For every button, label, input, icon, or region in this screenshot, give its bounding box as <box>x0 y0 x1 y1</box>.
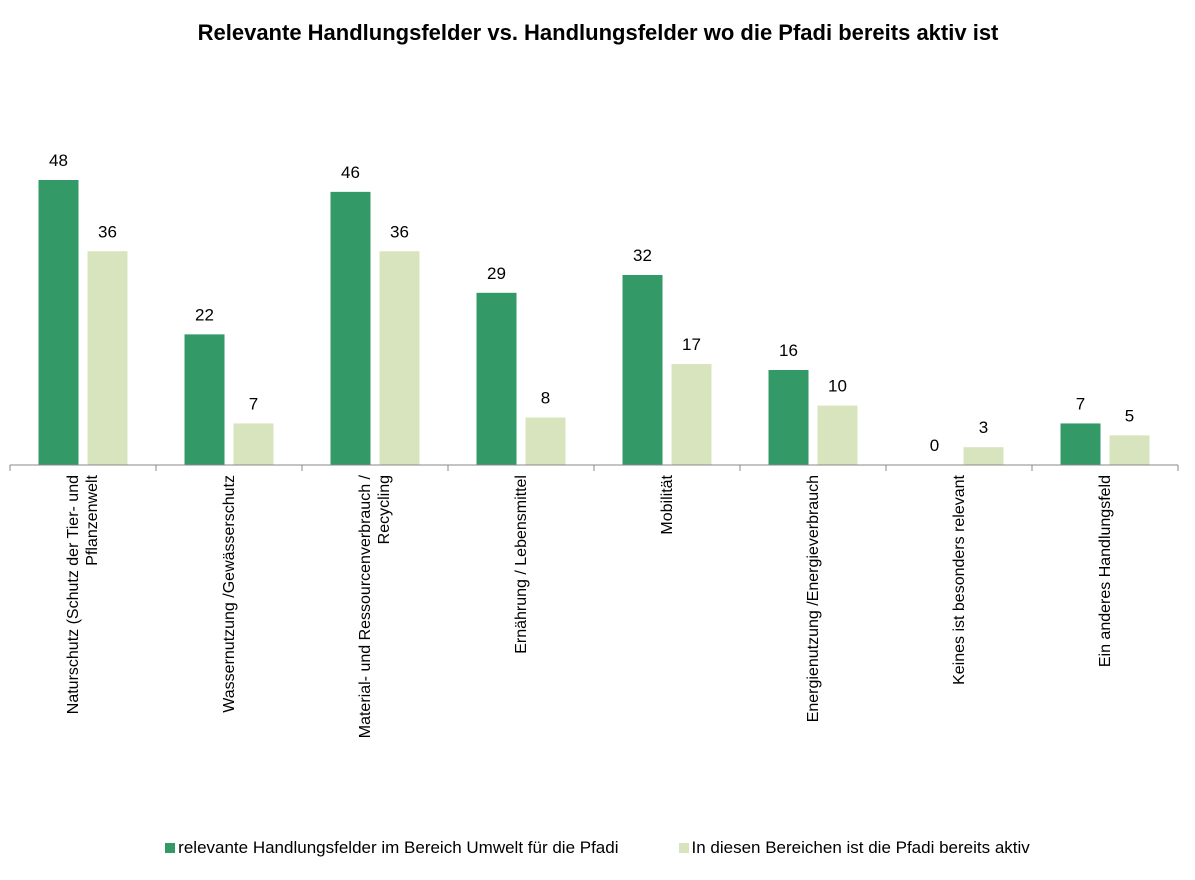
bar <box>963 447 1004 465</box>
bar <box>768 370 809 465</box>
bar <box>233 423 274 465</box>
legend-item: In diesen Bereichen ist die Pfadi bereit… <box>678 838 1030 858</box>
legend-swatch <box>678 843 689 853</box>
legend-swatch <box>165 843 176 853</box>
bar <box>622 275 663 465</box>
data-label: 5 <box>1125 406 1134 425</box>
x-tick-label: Ernährung / Lebensmittel <box>512 475 530 654</box>
legend: relevante Handlungsfelder im Bereich Umw… <box>0 838 1195 858</box>
bar <box>1060 423 1101 465</box>
x-tick-label: Energienutzung /Energieverbrauch <box>804 475 822 723</box>
x-tick-label: Ein anderes Handlungsfeld <box>1096 475 1114 668</box>
x-tick-label: Keines ist besonders relevant <box>950 475 968 685</box>
data-label: 3 <box>979 418 988 437</box>
data-label: 0 <box>930 436 939 455</box>
bar <box>184 334 225 465</box>
x-tick-label: Mobilität <box>658 475 676 535</box>
bar <box>1109 435 1150 465</box>
data-label: 8 <box>541 389 550 408</box>
data-label: 16 <box>779 341 798 360</box>
bar <box>87 251 128 465</box>
data-label: 36 <box>98 222 117 241</box>
bar <box>817 405 858 465</box>
legend-label: In diesen Bereichen ist die Pfadi bereit… <box>691 838 1030 857</box>
data-label: 22 <box>195 305 214 324</box>
x-tick-label: Naturschutz (Schutz der Tier- und Pflanz… <box>65 475 101 715</box>
data-label: 32 <box>633 246 652 265</box>
x-tick-label: Material- und Ressourcenverbrauch / Recy… <box>357 475 393 739</box>
data-label: 36 <box>390 222 409 241</box>
bar <box>671 364 712 465</box>
data-label: 7 <box>1076 394 1085 413</box>
bar <box>379 251 420 465</box>
legend-item: relevante Handlungsfelder im Bereich Umw… <box>165 838 619 858</box>
data-label: 46 <box>341 163 360 182</box>
chart-title: Relevante Handlungsfelder vs. Handlungsf… <box>197 20 999 45</box>
data-label: 17 <box>682 335 701 354</box>
data-label: 10 <box>828 377 847 396</box>
bar <box>330 191 371 465</box>
bar <box>525 417 566 465</box>
bar <box>38 180 79 465</box>
x-tick-label: Wassernutzung /Gewässerschutz <box>220 475 238 713</box>
data-label: 7 <box>249 394 258 413</box>
bar <box>476 292 517 465</box>
data-label: 29 <box>487 264 506 283</box>
data-label: 48 <box>49 151 68 170</box>
legend-label: relevante Handlungsfelder im Bereich Umw… <box>178 838 619 857</box>
